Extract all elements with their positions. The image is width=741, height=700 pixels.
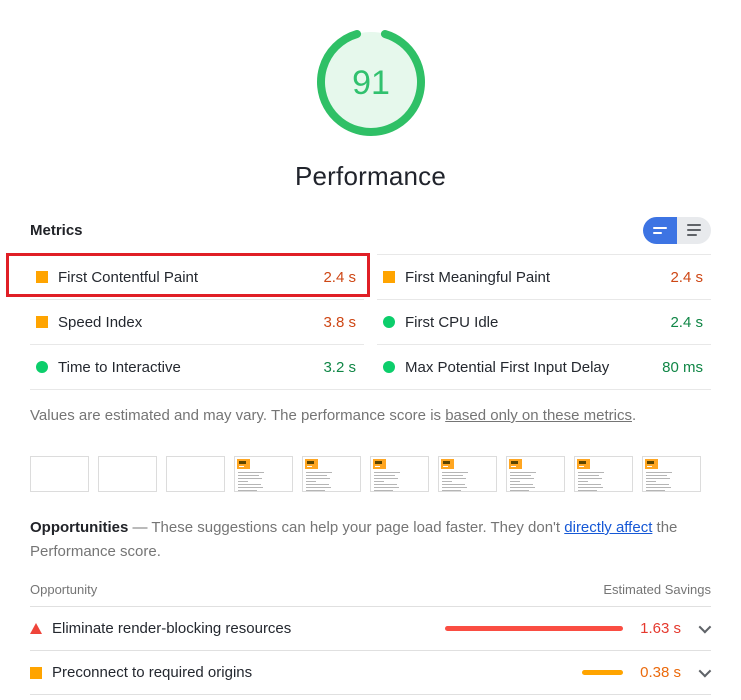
- filmstrip-thumbnail: [234, 456, 293, 492]
- thumbnail-text-lines: [578, 472, 604, 493]
- metric-max-potential-first-input-delay: Max Potential First Input Delay 80 ms: [377, 344, 711, 389]
- savings-bar-track: [445, 670, 623, 675]
- performance-title: Performance: [294, 161, 447, 191]
- filmstrip: [30, 456, 711, 492]
- thumbnail-page-banner: [237, 459, 250, 469]
- filmstrip-thumbnail: [370, 456, 429, 492]
- metric-speed-index: Speed Index 3.8 s: [30, 299, 364, 344]
- filmstrip-thumbnail: [166, 456, 225, 492]
- metric-label: Speed Index: [58, 313, 143, 331]
- thumbnail-text-lines: [442, 472, 468, 493]
- thumbnail-page-banner: [645, 459, 658, 469]
- score-gauge-svg: 91: [316, 28, 425, 136]
- metric-label: Max Potential First Input Delay: [405, 358, 610, 376]
- thumbnail-page-banner: [373, 459, 386, 469]
- opportunity-row-preconnect-to-required-origins[interactable]: Preconnect to required origins 0.38 s: [30, 651, 711, 695]
- metric-rating-icon: [36, 271, 48, 283]
- metric-time-to-interactive: Time to Interactive 3.2 s: [30, 344, 364, 389]
- thumbnail-page-banner: [305, 459, 318, 469]
- metrics-disclaimer: Values are estimated and may vary. The p…: [30, 407, 711, 424]
- thumbnail-text-lines: [238, 472, 264, 493]
- metric-first-cpu-idle: First CPU Idle 2.4 s: [377, 299, 711, 344]
- disclaimer-suffix: .: [631, 407, 637, 424]
- thumbnail-text-lines: [646, 472, 672, 493]
- opportunities-section: Opportunities — These suggestions can he…: [30, 516, 711, 695]
- metrics-view-toggle: [643, 216, 711, 244]
- opportunities-description: — These suggestions can help your page l…: [128, 519, 565, 536]
- savings-bar: [582, 670, 623, 675]
- score-value: 91: [352, 64, 390, 102]
- filmstrip-thumbnail: [574, 456, 633, 492]
- savings-bar-track: [445, 626, 623, 631]
- metrics-header: Metrics: [30, 216, 711, 244]
- metric-rating-icon: [383, 361, 395, 373]
- filmstrip-thumbnail: [438, 456, 497, 492]
- opportunity-rating-icon: [30, 666, 42, 679]
- opportunity-column-header: Opportunity: [30, 582, 98, 597]
- savings-value: 0.38 s: [640, 664, 681, 681]
- metric-label: First CPU Idle: [405, 313, 499, 331]
- opportunities-heading: Opportunities: [30, 519, 129, 536]
- metrics-section: Metrics First Contentful Paint 2.4 s Fir…: [6, 216, 711, 424]
- metric-rating-icon: [383, 271, 395, 283]
- metric-label: First Meaningful Paint: [405, 268, 551, 286]
- metric-first-contentful-paint: First Contentful Paint 2.4 s: [6, 253, 370, 299]
- thumbnail-text-lines: [374, 472, 400, 493]
- opportunities-intro: Opportunities — These suggestions can he…: [30, 516, 711, 564]
- metrics-grid: First Contentful Paint 2.4 s First Meani…: [6, 253, 711, 390]
- metrics-heading: Metrics: [30, 221, 83, 239]
- savings-value: 1.63 s: [640, 620, 681, 637]
- metrics-expanded-view-button[interactable]: [677, 216, 711, 244]
- performance-score-gauge: 91: [315, 26, 427, 143]
- thumbnail-page-banner: [577, 459, 590, 469]
- thumbnail-text-lines: [510, 472, 536, 493]
- opportunity-rating-icon: [30, 623, 42, 634]
- score-gauge-arc: [316, 28, 425, 136]
- metric-value: 2.4 s: [670, 313, 703, 331]
- metrics-condensed-view-button[interactable]: [643, 216, 677, 244]
- metric-label: Time to Interactive: [58, 358, 181, 376]
- based-on-metrics-link[interactable]: based only on these metrics: [445, 407, 632, 424]
- directly-affect-link[interactable]: directly affect: [564, 519, 653, 536]
- metric-rating-icon: [383, 316, 395, 328]
- opportunities-description-suffix: the Performance score.: [30, 519, 678, 560]
- condensed-list-icon: [653, 226, 667, 234]
- filmstrip-thumbnail: [98, 456, 157, 492]
- opportunity-row-eliminate-render-blocking-resources[interactable]: Eliminate render-blocking resources 1.63…: [30, 607, 711, 651]
- metric-value: 2.4 s: [323, 268, 356, 286]
- metric-value: 2.4 s: [670, 268, 703, 286]
- disclaimer-text: Values are estimated and may vary. The p…: [30, 407, 446, 424]
- metric-rating-icon: [36, 361, 48, 373]
- thumbnail-text-lines: [306, 472, 332, 493]
- filmstrip-thumbnail: [642, 456, 701, 492]
- metric-rating-icon: [36, 316, 48, 328]
- metric-value: 3.2 s: [323, 358, 356, 376]
- opportunities-table-header: Opportunity Estimated Savings: [30, 582, 711, 607]
- opportunity-label: Eliminate render-blocking resources: [52, 620, 292, 637]
- metric-value: 80 ms: [662, 358, 703, 376]
- metric-value: 3.8 s: [323, 313, 356, 331]
- metric-first-meaningful-paint: First Meaningful Paint 2.4 s: [377, 254, 711, 299]
- filmstrip-thumbnail: [30, 456, 89, 492]
- chevron-down-icon[interactable]: [695, 621, 711, 637]
- chevron-down-icon[interactable]: [695, 665, 711, 681]
- opportunity-label: Preconnect to required origins: [52, 664, 253, 681]
- savings-bar: [445, 626, 623, 631]
- metric-label: First Contentful Paint: [58, 268, 199, 286]
- estimated-savings-column-header: Estimated Savings: [603, 582, 711, 597]
- thumbnail-page-banner: [441, 459, 454, 469]
- menu-lines-icon: [687, 224, 701, 236]
- filmstrip-thumbnail: [302, 456, 361, 492]
- score-section: 91 Performance: [30, 0, 711, 192]
- thumbnail-page-banner: [509, 459, 522, 469]
- filmstrip-thumbnail: [506, 456, 565, 492]
